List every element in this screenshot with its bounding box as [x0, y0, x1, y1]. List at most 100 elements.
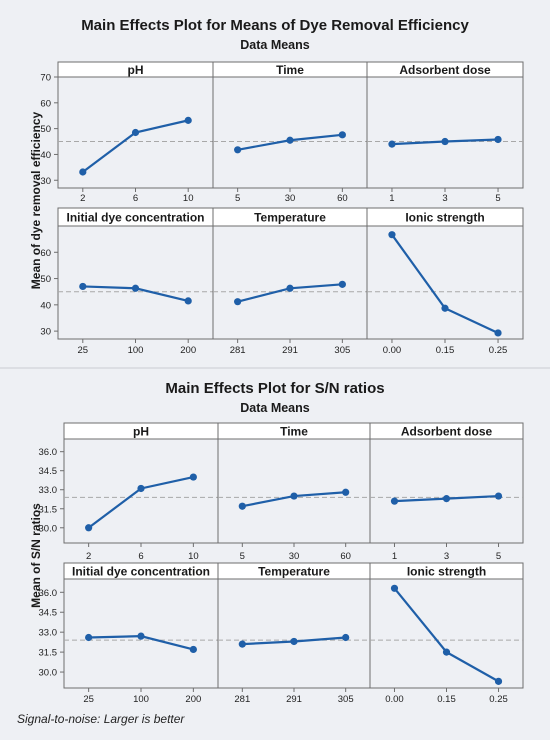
x-tick-label: 291: [286, 694, 302, 705]
chart-subtitle: Data Means: [240, 401, 310, 415]
x-tick-label: 5: [235, 193, 240, 204]
series-line: [82, 119, 189, 173]
data-point: [131, 284, 140, 292]
y-tick-label: 36.0: [39, 588, 58, 599]
y-tick-label: 30: [40, 176, 51, 187]
panel-title: pH: [128, 63, 144, 77]
data-point: [338, 280, 346, 288]
x-tick-label: 25: [78, 345, 89, 356]
y-tick-label: 30: [40, 327, 51, 338]
x-tick-label: 30: [285, 193, 296, 204]
x-tick-label: 60: [340, 551, 351, 562]
panel-title: Time: [276, 63, 304, 77]
panel-5: Temperature 281 291 305: [212, 207, 368, 356]
y-tick-label: 50: [40, 124, 51, 135]
x-tick-label: 10: [183, 193, 194, 204]
panel-title: Time: [280, 425, 308, 439]
chart-1: Main Effects Plot for Means of Dye Remov…: [0, 17, 550, 369]
x-tick-label: 2: [80, 193, 85, 204]
data-point: [390, 497, 399, 505]
chart-title: Main Effects Plot for Means of Dye Remov…: [81, 17, 469, 34]
chart-subtitle: Data Means: [240, 38, 310, 52]
y-tick-label: 30.0: [39, 668, 58, 679]
data-point: [390, 584, 399, 592]
y-tick-label: 60: [40, 98, 51, 109]
data-point: [442, 648, 451, 656]
data-point: [184, 116, 192, 124]
panel-5: Temperature 281 291 305: [217, 562, 371, 705]
x-tick-label: 0.25: [489, 694, 508, 705]
data-point: [79, 168, 87, 176]
panel-title: Adsorbent dose: [401, 425, 493, 439]
x-tick-label: 0.00: [383, 345, 402, 356]
y-tick-label: 36.0: [39, 447, 58, 458]
data-point: [131, 128, 140, 137]
panel-3: Adsorbent dose 1 3 5: [366, 61, 524, 204]
x-tick-label: 6: [133, 193, 138, 204]
y-tick-label: 34.5: [39, 608, 58, 619]
x-tick-label: 291: [282, 345, 298, 356]
y-tick-label: 31.5: [39, 504, 58, 515]
footnote: Signal-to-noise: Larger is better: [17, 712, 185, 726]
panel-title: Initial dye concentration: [72, 565, 210, 579]
y-tick-label: 40: [40, 150, 51, 161]
panel-title: pH: [133, 425, 149, 439]
data-point: [189, 645, 197, 654]
x-tick-label: 0.00: [385, 694, 404, 705]
series-line: [391, 234, 499, 334]
data-point: [137, 484, 145, 493]
y-tick-label: 40: [40, 300, 51, 311]
x-tick-label: 305: [338, 694, 354, 705]
data-point: [85, 633, 93, 642]
data-point: [85, 524, 93, 532]
data-point: [441, 304, 449, 312]
series-line: [87, 475, 194, 529]
panel-title: Temperature: [254, 211, 326, 225]
data-point: [234, 298, 242, 306]
x-tick-label: 100: [128, 345, 144, 356]
x-tick-label: 25: [83, 694, 94, 705]
data-point: [286, 136, 294, 144]
series-line: [393, 587, 500, 683]
panel-frame: [369, 438, 524, 544]
data-point: [184, 297, 192, 305]
x-tick-label: 5: [495, 193, 500, 204]
x-tick-label: 200: [180, 345, 196, 356]
data-point: [494, 135, 502, 144]
x-tick-label: 10: [188, 551, 199, 562]
panel-frame: [366, 76, 524, 189]
x-tick-label: 0.25: [489, 345, 508, 356]
x-tick-label: 5: [240, 551, 245, 562]
data-point: [342, 488, 350, 496]
y-axis-label: Mean of S/N ratios: [29, 503, 43, 608]
panel-2: Time 5 30 60: [217, 422, 371, 562]
panel-6: Ionic strength 0.00 0.15 0.25: [369, 562, 524, 705]
x-tick-label: 0.15: [436, 345, 455, 356]
x-tick-label: 1: [392, 551, 397, 562]
x-tick-label: 305: [334, 345, 350, 356]
panel-title: Adsorbent dose: [399, 63, 491, 77]
x-tick-label: 1: [389, 193, 394, 204]
panel-title: Ionic strength: [405, 211, 484, 225]
panel-3: Adsorbent dose 1 3 5: [369, 422, 524, 562]
chart-title: Main Effects Plot for S/N ratios: [165, 380, 384, 397]
panel-1: pH 30.0 31.5 33.0 34.5 36.0 2 6 10: [39, 422, 219, 562]
y-tick-label: 30.0: [39, 523, 58, 534]
panel-4: Initial dye concentration 30 40 50 60 25 100 20…: [40, 207, 214, 356]
data-point: [234, 146, 242, 154]
data-point: [238, 502, 246, 510]
panel-1: pH 30 40 50 60 70 2 6 10: [40, 61, 214, 204]
x-tick-label: 281: [234, 694, 250, 705]
panel-frame: [57, 225, 214, 340]
data-point: [388, 231, 396, 239]
y-tick-label: 70: [40, 73, 51, 84]
data-point: [189, 473, 197, 481]
data-point: [442, 495, 451, 503]
data-point: [342, 633, 350, 642]
y-tick-label: 31.5: [39, 648, 58, 659]
y-axis-label: Mean of dye removal efficiency: [29, 111, 43, 289]
data-point: [494, 492, 503, 500]
x-tick-label: 281: [230, 345, 246, 356]
data-point: [290, 492, 298, 500]
